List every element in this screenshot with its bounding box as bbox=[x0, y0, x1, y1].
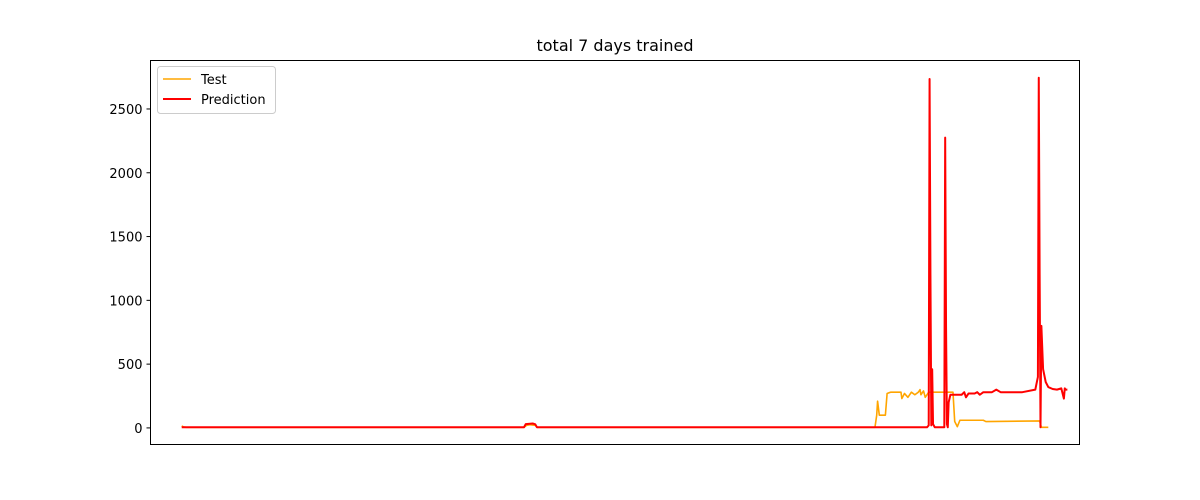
y-axis: 0 500 1000 1500 2000 2500 bbox=[109, 103, 151, 437]
y-tick-label: 2000 bbox=[109, 167, 142, 182]
y-tick-label: 2500 bbox=[109, 103, 142, 118]
y-tick-label: 0 bbox=[134, 422, 142, 437]
series-layer bbox=[181, 76, 1068, 429]
plot-frame bbox=[150, 60, 1080, 445]
y-tick-label: 500 bbox=[118, 358, 143, 373]
legend[interactable]: Test Prediction bbox=[157, 66, 276, 114]
legend-label-test: Test bbox=[200, 73, 227, 88]
y-tick-label: 1500 bbox=[109, 231, 142, 246]
legend-label-prediction: Prediction bbox=[201, 93, 266, 108]
chart-title: total 7 days trained bbox=[536, 36, 693, 55]
series-line-prediction bbox=[181, 76, 1068, 429]
y-tick-label: 1000 bbox=[109, 294, 142, 309]
